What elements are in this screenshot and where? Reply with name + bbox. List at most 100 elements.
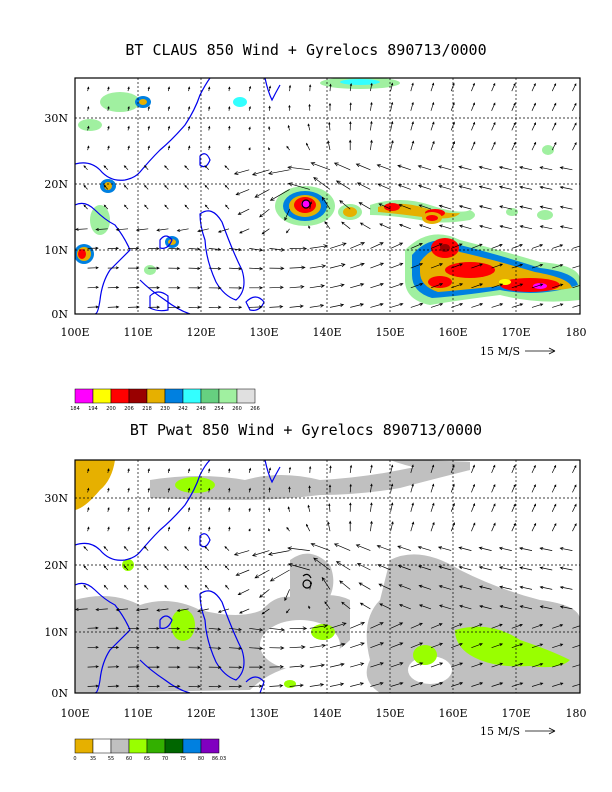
wind-arrow: [552, 244, 564, 249]
wind-arrow: [552, 263, 564, 269]
wind-arrow: [188, 665, 202, 669]
wind-arrow: [410, 662, 424, 668]
wind-arrow: [539, 205, 553, 210]
wind-arrow: [491, 522, 496, 532]
wind-arrow: [379, 603, 391, 610]
wind-arrow: [187, 106, 191, 111]
wind-arrow: [87, 106, 90, 111]
legend-label: 206: [124, 406, 134, 412]
wind-arrow: [359, 602, 371, 610]
wind-arrow: [87, 684, 100, 688]
wind-arrow: [268, 85, 272, 92]
wind-arrow: [249, 646, 264, 651]
wind-arrow: [341, 601, 351, 610]
wind-arrow: [572, 644, 580, 649]
wind-arrow: [376, 164, 391, 171]
wind-arrow: [491, 623, 503, 629]
wind-arrow: [370, 139, 373, 151]
wind-arrow: [329, 263, 346, 269]
wind-arrow: [370, 302, 384, 308]
legend-swatch: [218, 388, 238, 404]
wind-arrow: [204, 546, 210, 551]
wind-arrow: [87, 626, 99, 630]
wind-arrow: [498, 546, 512, 551]
top-lon-label: 180: [566, 326, 587, 339]
wind-arrow: [572, 523, 577, 532]
wind-arrow: [450, 82, 455, 92]
legend-swatch: [164, 388, 184, 404]
wind-arrow: [451, 642, 463, 649]
wind-arrow: [248, 467, 252, 473]
wind-arrow: [430, 642, 444, 649]
wind-arrow: [390, 101, 394, 111]
wind-arrow: [471, 82, 475, 92]
wind-arrow: [75, 607, 88, 612]
wind-arrow: [208, 286, 222, 290]
wind-arrow: [208, 468, 211, 473]
wind-arrow: [552, 663, 564, 668]
wind-arrow: [438, 604, 452, 610]
top-panel-title: BT CLAUS 850 Wind + Gyrelocs 890713/0000: [125, 41, 487, 59]
wind-arrow: [418, 604, 432, 610]
bottom-coastlines: [75, 460, 281, 693]
wind-arrow: [451, 302, 464, 308]
wind-arrow: [208, 627, 222, 631]
wind-arrow: [184, 165, 189, 171]
wind-arrow: [410, 642, 424, 649]
wind-arrow: [127, 286, 140, 290]
wind-arrow: [148, 646, 160, 650]
wind-arrow: [531, 263, 544, 269]
wind-arrow: [248, 147, 251, 151]
wind-arrow: [350, 621, 366, 629]
wind-arrow: [511, 263, 524, 269]
wind-arrow: [458, 185, 472, 190]
wind-arrow: [228, 305, 243, 309]
wind-arrow: [539, 566, 553, 571]
wind-arrow: [450, 502, 455, 512]
wind-arrow: [499, 585, 512, 590]
wind-arrow: [410, 681, 424, 687]
wind-arrow: [498, 165, 512, 171]
wind-arrow: [539, 546, 553, 551]
wind-arrow: [107, 246, 120, 250]
wind-arrow: [87, 305, 100, 309]
wind-arrow: [478, 185, 492, 190]
wind-arrow: [324, 221, 331, 230]
wind-arrow: [127, 125, 130, 131]
wind-arrow: [228, 684, 243, 689]
wind-arrow: [531, 682, 544, 687]
wind-arrow: [147, 145, 150, 151]
wind-arrow: [83, 204, 88, 210]
wind-arrow: [329, 303, 345, 308]
wind-arrow: [339, 580, 351, 590]
wind-arrow: [499, 605, 512, 610]
wind-arrow: [188, 305, 202, 309]
wind-arrow: [328, 503, 331, 512]
wind-arrow: [217, 608, 230, 613]
wind-arrow: [164, 546, 169, 551]
wind-arrow: [410, 101, 414, 111]
wind-arrow: [358, 582, 371, 590]
wind-arrow: [551, 122, 557, 131]
wind-arrow: [552, 643, 564, 649]
wind-arrow: [511, 464, 516, 474]
wind-arrow: [370, 483, 373, 493]
wind-arrow: [397, 545, 411, 551]
wind-arrow: [551, 141, 557, 151]
wind-arrow: [107, 266, 120, 270]
wind-arrow: [87, 526, 90, 532]
wind-arrow: [417, 165, 432, 171]
wind-arrow: [430, 464, 435, 474]
wind-arrow: [164, 584, 169, 590]
wind-arrow: [228, 145, 231, 151]
wind-arrow: [499, 205, 512, 210]
wind-arrow: [458, 204, 472, 210]
wind-arrow: [249, 684, 263, 688]
bottom-gyre-marker: [302, 573, 312, 589]
wind-arrow: [284, 589, 290, 602]
wind-arrow: [491, 243, 503, 249]
wind-arrow: [310, 542, 331, 551]
legend-label: 218: [142, 406, 152, 412]
legend-label: 86.03: [212, 756, 226, 762]
